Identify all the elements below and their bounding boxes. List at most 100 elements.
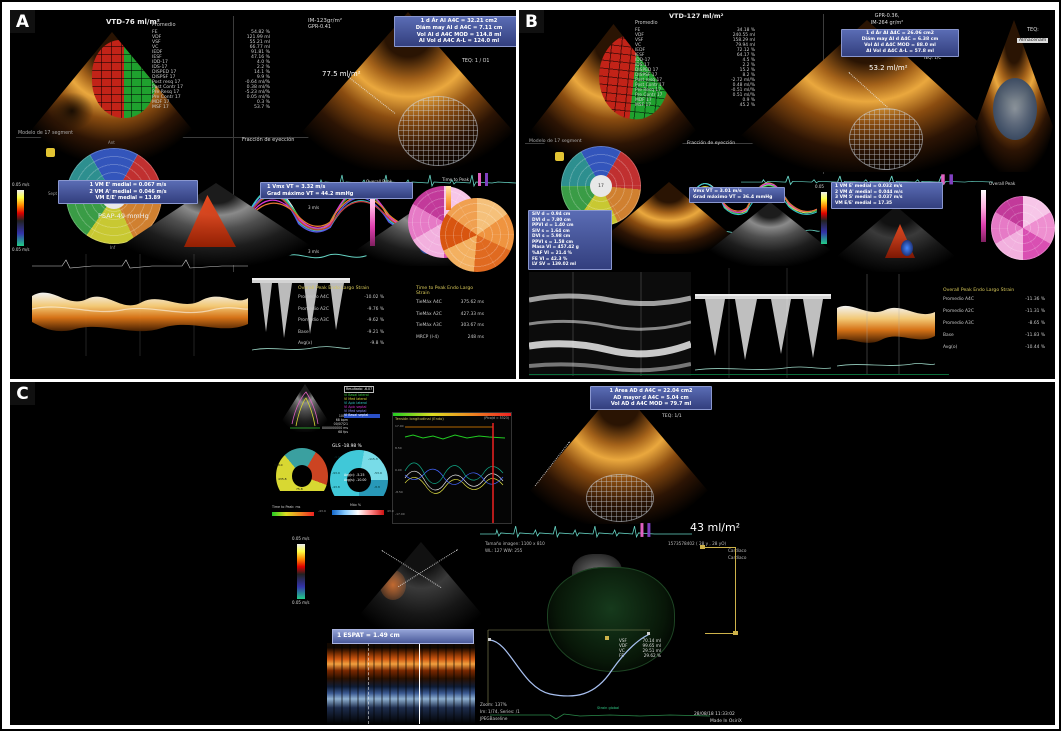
ra-volume-mesh (586, 474, 654, 522)
strain-label: Promedio A4C (943, 297, 974, 302)
strain-label: Promedio A3C (943, 321, 974, 326)
promedio-title: Promedio (152, 22, 176, 28)
y-tick-17: 17.00 (395, 424, 404, 428)
vol-label: VSF (619, 638, 627, 643)
lv-dimensions-box: SIV d = 0.94 cm DVI d = 7.80 cm PPVI d = 1… (528, 210, 612, 270)
strain-label: Avg(x) (298, 341, 313, 346)
echo-shadow (50, 92, 94, 130)
metric-value: 54.82 % (251, 30, 270, 35)
image-size-label: Tamaño imagen: 1100 x 810 (485, 541, 545, 546)
strain-value: -10.02 % (364, 295, 384, 300)
metric-label: IDD-17 (635, 58, 651, 63)
ttp-value: 427.33 ms (460, 311, 484, 317)
ecg-trace (480, 523, 692, 539)
la-volume-index: 53.2 ml/m² (869, 64, 908, 72)
crop-handle (605, 636, 609, 640)
metric-label: Post Contr 17 (152, 85, 183, 90)
la-measurement-box: 1 d Ár AI A4C = 32.21 cm2 Diám may AI d A… (394, 16, 516, 47)
strain-value: -10.44 % (1025, 345, 1045, 350)
measurement-line: 1 Vmx VT = 3.32 m/s (267, 184, 326, 190)
strain-table: Overall Peak Endo Largo Strain Promedio … (943, 288, 1045, 357)
metric-value: 0.3 % (256, 100, 270, 105)
metric-label: VDF (152, 35, 162, 40)
strain-label: Promedio A4C (298, 295, 329, 300)
measurement-line: Vol AI d A4C MOD = 114.8 ml (416, 31, 502, 38)
metric-value: -0.64 ml/% (244, 80, 270, 85)
heart-volume-render (547, 567, 675, 672)
vol-value: 29.51 ml (642, 648, 661, 653)
legend-entry: VI Basal lateral (344, 393, 369, 397)
metric-value: 34.18 % (736, 28, 755, 33)
segment-model-label: Modelo de 17 segment (18, 131, 74, 136)
arc-cut (328, 495, 390, 512)
arc-hole (291, 464, 313, 488)
ttp-value: 248 ms (467, 334, 484, 340)
measurement-line: 1 d Ár AI A4C = 32.21 cm2 (420, 18, 498, 24)
metric-label: MSF 17 (152, 105, 169, 110)
metric-value: 91.81 % (251, 50, 270, 55)
measurement-line: FE VI = 42.3 % (532, 256, 568, 262)
measurement-line: AI Vol d A4C A-L = 57.8 ml (866, 48, 934, 54)
velocity-scale-top: 0.05 (815, 184, 824, 189)
metric-label: IDS-17 (635, 63, 650, 68)
legend-entry: VI Apic lateral (344, 400, 367, 405)
ejection-fraction-label: Fracción de eyección (687, 141, 736, 146)
la-volume-mesh (398, 96, 478, 166)
psap-value: PSAP-49 mmHg (98, 212, 149, 220)
panel-b-label: B (519, 10, 544, 33)
metric-value: 15.2 % (739, 68, 755, 73)
metric-value: 47.16 % (251, 55, 270, 60)
metric-label: FE (152, 30, 158, 35)
measurement-line: 2 VM A' medial = 0.046 m/s (89, 188, 167, 195)
measurement-line: PPVI d = 1.40 cm (532, 223, 574, 229)
metric-value: 0.9 % (742, 98, 755, 103)
measurement-line: Vol AI d A4C MOD = 88.0 ml (864, 42, 936, 48)
overall-peak-label: Overall Peak (366, 179, 392, 185)
metric-value: -5.23 ml/% (244, 90, 270, 95)
arc-cut (274, 490, 330, 506)
strain-colorbar (370, 188, 375, 246)
ecg-trace (741, 174, 993, 186)
metric-label: Post resq 17 (635, 78, 663, 83)
panel-b: B VTD-127 ml/m² Promedio FE 34.18 % VDF 240… (519, 10, 1055, 379)
max-scale-max: 43.9 (387, 509, 394, 513)
vol-value: 70.14 ml (642, 638, 661, 643)
autostrain-arc-ttp: 398.0 435.8 75.8 (274, 448, 330, 506)
spectral-doppler-gray (695, 268, 831, 378)
mmode-cursor-2 (368, 643, 370, 724)
metric-label: DISPED 17 (152, 70, 177, 75)
strain-rows: Promedio A4C -10.02 % Promedio A2C -9.76 % P… (298, 295, 384, 346)
vtd-value: VTD-127 ml/m² (669, 12, 724, 20)
velocity-scale-bottom: 0.05 m/s (12, 247, 30, 252)
vol-label: VDF (619, 643, 628, 648)
y-tick-0: 0.00 (395, 468, 402, 472)
strain-label: Avg(o) (943, 345, 958, 350)
velocity-scale-top: 0.05 m/s (292, 536, 310, 541)
overall-peak-label: Overall Peak (989, 181, 1016, 186)
bullseye-center: 17 (589, 174, 613, 198)
measurement-line: VM E/E' medial = 17.35 (835, 201, 893, 207)
metric-value: 45.2 % (739, 103, 755, 108)
autostrain-arc-gls: -9.6 -115.3 -53.9 -93.9 -8.8 -43.8 Avg(c… (328, 450, 390, 512)
quadrant-divider-vertical (233, 16, 234, 272)
ttp-label: TieMáx A2C (416, 311, 442, 317)
strain-chart: Tensión longitudinal (Endo) (Pico/d = 53… (392, 412, 512, 524)
spectral-doppler-gray (252, 278, 350, 351)
la-measurement-box: 1 d Ár AI A4C = 26.06 cm2 Diám may AI d A… (841, 29, 959, 57)
madein-label: Made In OsiriX (710, 719, 742, 724)
lv-mass-index: IM-264 gr/m² (870, 20, 904, 26)
strain-value: -8.65 % (1028, 321, 1045, 326)
series-label: Im: 1/74, Series: /1 (480, 709, 520, 714)
teq-label: TEQ: (1027, 27, 1039, 33)
compass-inf: Inf (110, 245, 116, 250)
arc-value: 435.8 (278, 477, 287, 481)
time-to-peak-label: Time to Peak (442, 177, 470, 182)
arc-value: 398.0 (274, 463, 283, 467)
strain-curves (404, 423, 506, 523)
metric-label: FE (635, 28, 641, 33)
arc-value: 75.8 (296, 487, 303, 491)
metric-value: 2.2 % (742, 63, 755, 68)
mmode-trace (529, 272, 691, 376)
